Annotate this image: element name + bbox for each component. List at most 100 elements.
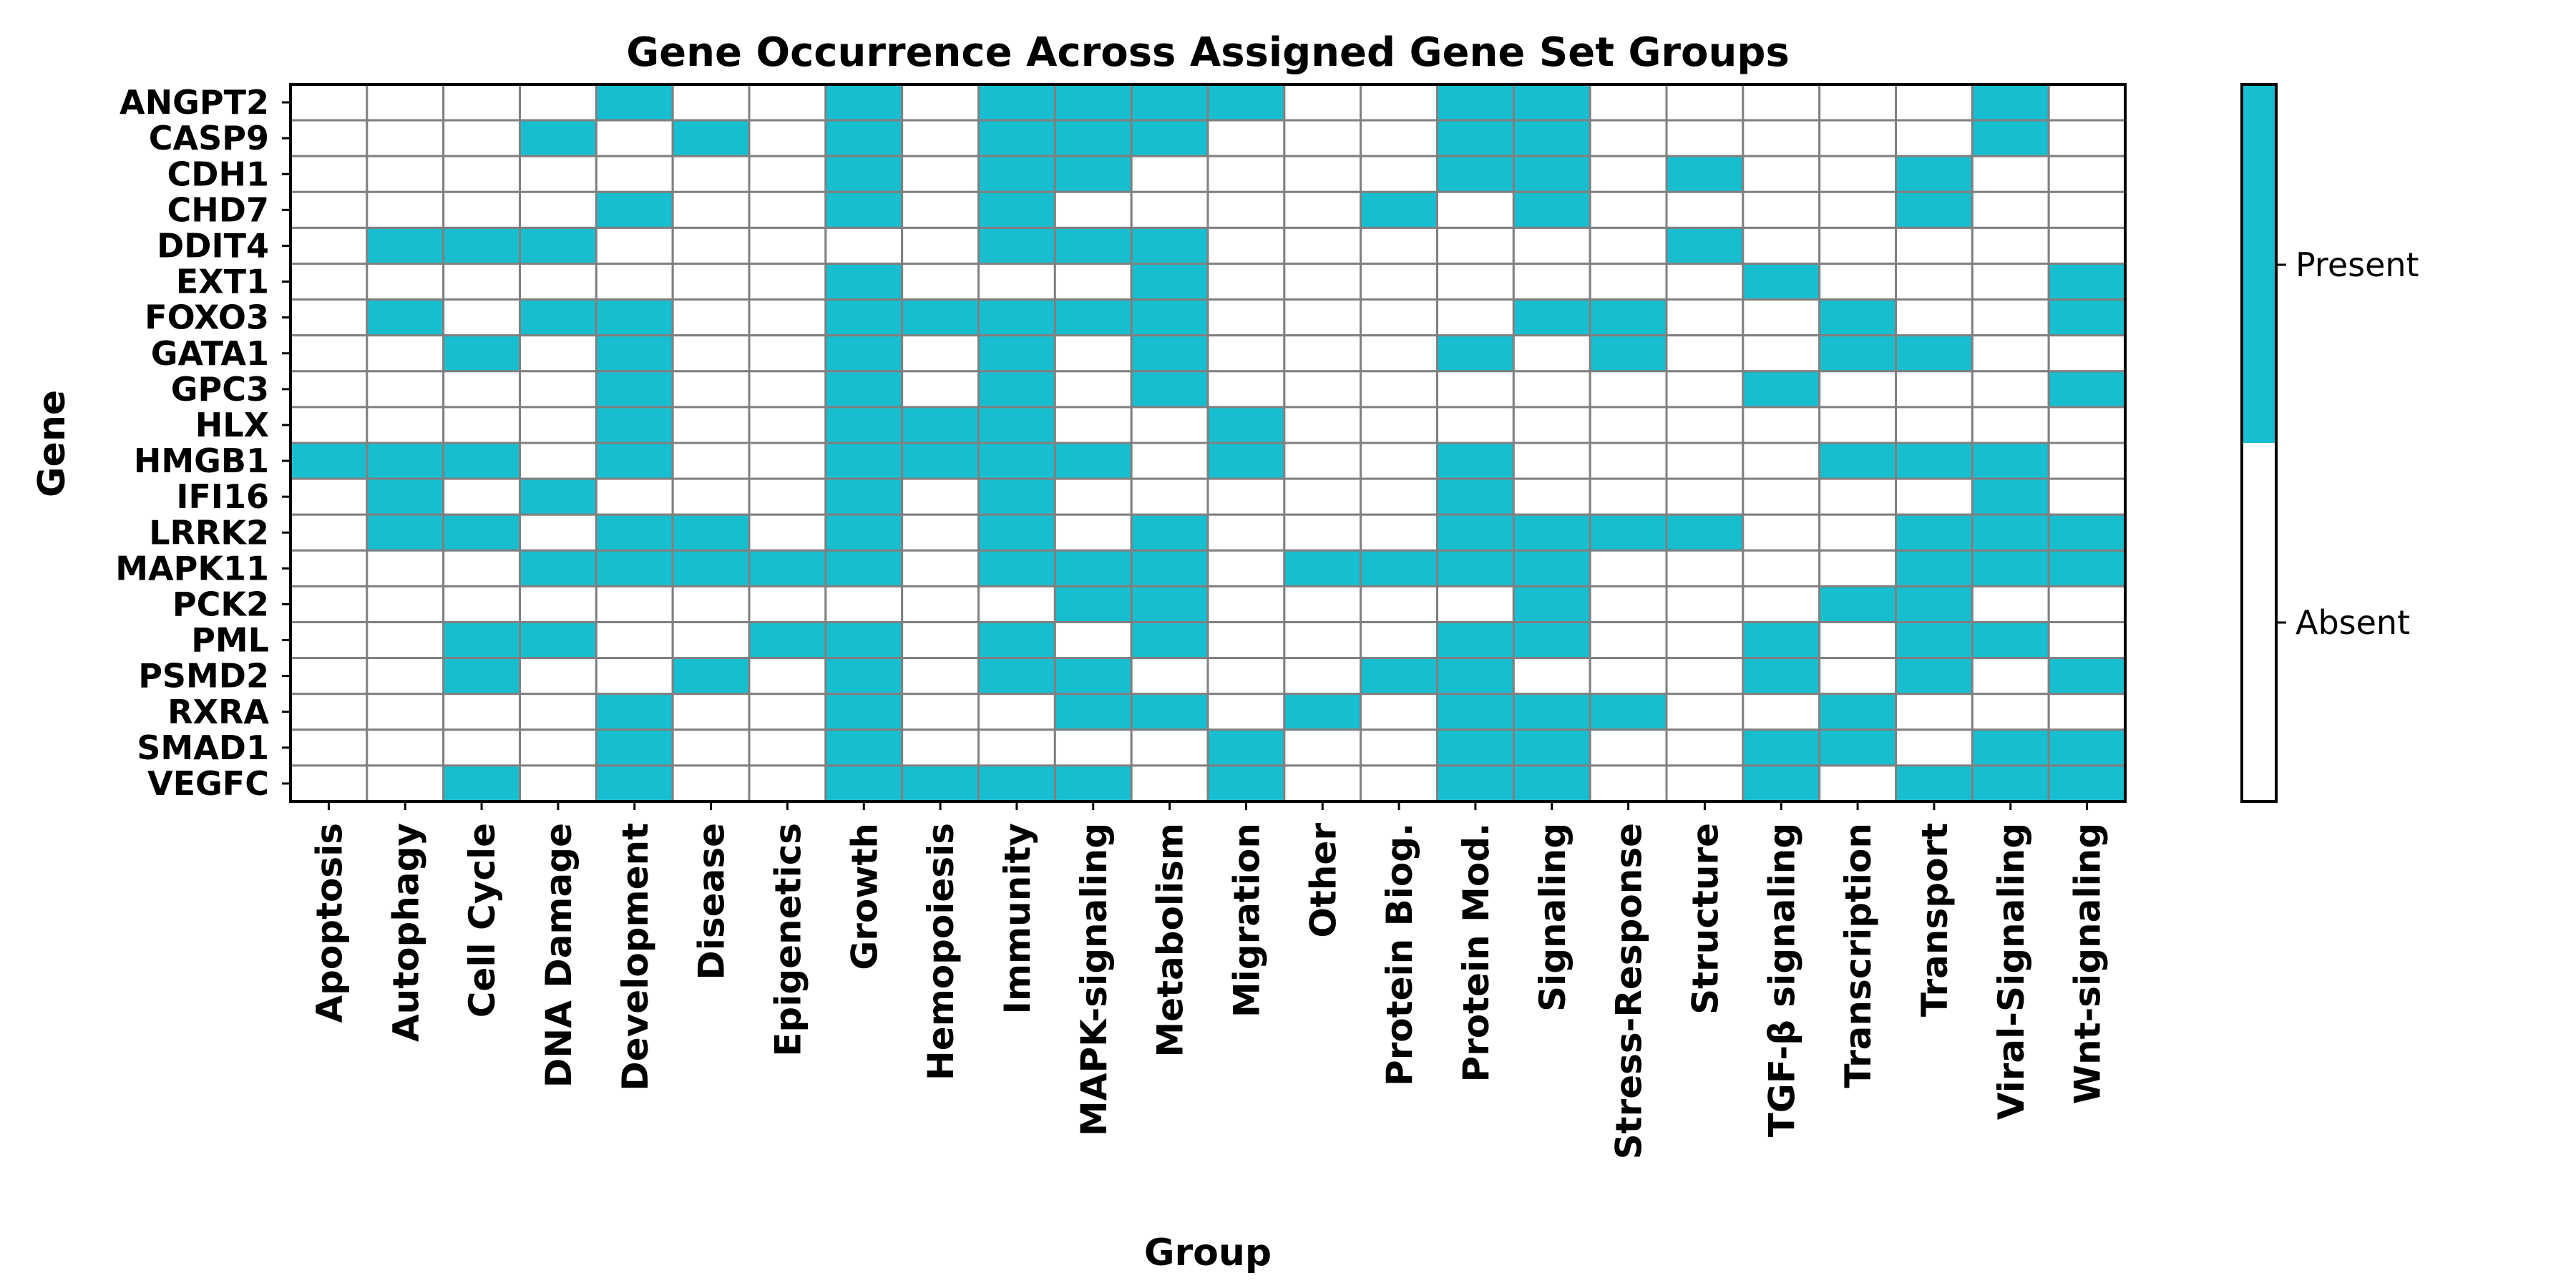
heatmap-cell — [366, 263, 445, 301]
heatmap-cell — [1206, 406, 1286, 444]
heatmap-cell — [595, 549, 674, 587]
heatmap-cell — [289, 263, 369, 301]
heatmap-cell — [595, 155, 674, 193]
heatmap-cell — [824, 728, 904, 767]
heatmap-cell — [1283, 263, 1362, 301]
heatmap-cell — [442, 585, 521, 624]
heatmap-cell — [671, 728, 751, 767]
y-tick-label: CASP9 — [149, 119, 269, 157]
heatmap-cell — [366, 621, 445, 660]
heatmap-cell — [595, 441, 674, 480]
heatmap-cell — [1589, 728, 1668, 767]
heatmap-cell — [977, 298, 1056, 337]
heatmap-cell — [1742, 549, 1821, 587]
y-tick-label: PCK2 — [172, 585, 269, 623]
heatmap-cell — [1206, 226, 1286, 265]
heatmap-cell — [748, 334, 827, 373]
heatmap-cell — [1130, 190, 1209, 229]
y-tick-label: HLX — [195, 406, 269, 444]
heatmap-cell — [366, 155, 445, 193]
heatmap-cell — [1436, 441, 1515, 480]
heatmap-cell — [1895, 728, 1974, 767]
plot-frame — [289, 83, 2127, 803]
heatmap-cell — [1665, 513, 1745, 552]
heatmap-cell — [1589, 334, 1668, 373]
heatmap-cell — [1206, 764, 1286, 803]
heatmap-cell — [1818, 83, 1897, 122]
heatmap-cell — [1971, 406, 2050, 444]
heatmap-cell — [901, 764, 980, 803]
heatmap-cell — [748, 119, 827, 157]
heatmap-cell — [1283, 477, 1362, 516]
heatmap-cell — [1360, 370, 1439, 409]
heatmap-cell — [1665, 657, 1745, 696]
heatmap-cell — [442, 334, 521, 373]
heatmap-cell — [1283, 155, 1362, 193]
y-tick-label: GATA1 — [151, 334, 269, 373]
heatmap-cell — [1130, 585, 1209, 624]
x-tick-labels: Apoptosis Autophagy Cell Cycle DNA Damage De… — [308, 801, 2109, 1159]
heatmap-cell — [1206, 190, 1286, 229]
heatmap-cell — [1512, 621, 1591, 660]
heatmap-cell — [1665, 549, 1745, 587]
y-tick-label: PML — [191, 621, 269, 660]
heatmap-cell — [2047, 621, 2127, 660]
heatmap-cell — [671, 406, 751, 444]
heatmap-cell — [595, 119, 674, 157]
heatmap-cell — [1512, 263, 1591, 301]
heatmap-cell — [1742, 477, 1821, 516]
heatmap-cell — [289, 585, 369, 624]
heatmap-cell — [1512, 406, 1591, 444]
heatmap-cell — [1742, 298, 1821, 337]
heatmap-cell — [1436, 334, 1515, 373]
heatmap-cell — [748, 263, 827, 301]
heatmap-cell — [595, 728, 674, 767]
heatmap-cell — [1053, 477, 1133, 516]
heatmap-cell — [1971, 190, 2050, 229]
y-tick-label: EXT1 — [176, 263, 269, 301]
heatmap-cell — [1971, 119, 2050, 157]
x-tick-label: Transport — [1914, 823, 1956, 1017]
heatmap-cell — [2047, 657, 2127, 696]
x-tick-label: Autophagy — [385, 823, 426, 1042]
x-tick-label: Immunity — [997, 823, 1038, 1015]
x-tick-label: Signaling — [1532, 823, 1574, 1012]
heatmap-cell — [1742, 693, 1821, 731]
heatmap-cell — [1436, 764, 1515, 803]
heatmap-cell — [1053, 119, 1133, 157]
heatmap-cell — [1206, 370, 1286, 409]
heatmap-cell — [442, 764, 521, 803]
heatmap-cell — [1360, 477, 1439, 516]
heatmap-cell — [1360, 513, 1439, 552]
heatmap-cell — [1589, 477, 1668, 516]
heatmap-cell — [1589, 155, 1668, 193]
heatmap-cell — [1130, 406, 1209, 444]
heatmap-cell — [1665, 334, 1745, 373]
heatmap-cell — [977, 190, 1056, 229]
heatmap-cell — [1665, 728, 1745, 767]
heatmap-cell — [366, 406, 445, 444]
heatmap-cell — [1436, 477, 1515, 516]
heatmap-cell — [2047, 764, 2127, 803]
heatmap-cell — [901, 585, 980, 624]
heatmap-cell — [1053, 370, 1133, 409]
heatmap-cell — [748, 513, 827, 552]
heatmap-cell — [748, 477, 827, 516]
heatmap-cell — [595, 226, 674, 265]
heatmap-cell — [977, 263, 1056, 301]
heatmap-cell — [1512, 693, 1591, 731]
heatmap-cell — [1665, 406, 1745, 444]
x-tick-label: DNA Damage — [538, 823, 580, 1088]
x-tick-label: Hemopoiesis — [920, 823, 962, 1080]
heatmap-cell — [1283, 621, 1362, 660]
heatmap-cell — [1818, 477, 1897, 516]
heatmap-cell — [1283, 728, 1362, 767]
heatmap-cell — [1589, 549, 1668, 587]
heatmap-cell — [977, 441, 1056, 480]
heatmap-cell — [977, 657, 1056, 696]
heatmap-cell — [1665, 263, 1745, 301]
heatmap-cell — [1818, 263, 1897, 301]
y-tick-label: CHD7 — [167, 190, 269, 229]
heatmap-cell — [1130, 621, 1209, 660]
heatmap-cell — [595, 621, 674, 660]
